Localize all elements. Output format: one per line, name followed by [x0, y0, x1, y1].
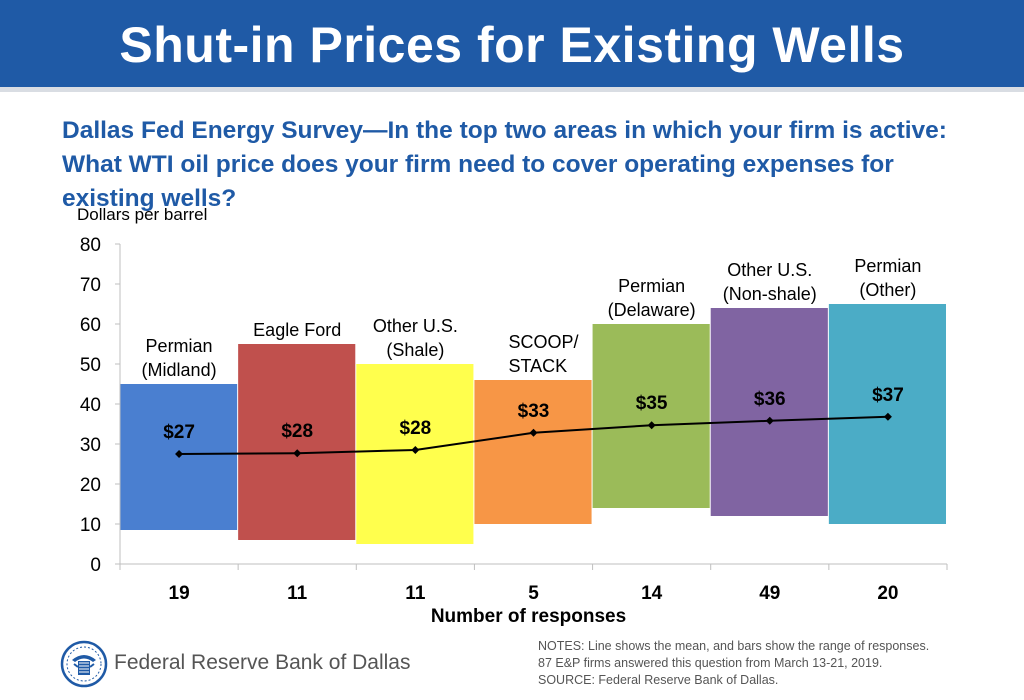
mean-value-label: $36	[754, 389, 786, 410]
mean-point	[529, 428, 538, 437]
category-label: (Shale)	[386, 340, 444, 360]
mean-point	[411, 446, 420, 454]
mean-value-label: $28	[400, 418, 432, 439]
range-bar	[356, 364, 474, 544]
response-count-label: 11	[287, 583, 308, 604]
notes-line: NOTES: Line shows the mean, and bars sho…	[538, 639, 930, 653]
y-axis-title: Dollars per barrel	[77, 205, 207, 224]
category-label: Permian	[618, 276, 685, 296]
mean-value-label: $35	[636, 393, 668, 414]
title-bar: Shut-in Prices for Existing Wells	[0, 0, 1024, 92]
mean-value-label: $37	[872, 385, 904, 406]
y-tick-label: 80	[80, 235, 101, 256]
category-label: Permian	[854, 256, 921, 276]
category-label: Permian	[146, 336, 213, 356]
response-count-label: 20	[877, 583, 898, 604]
response-count-label: 19	[169, 583, 190, 604]
mean-value-label: $28	[281, 421, 313, 442]
category-label: (Non-shale)	[723, 284, 817, 304]
mean-point	[647, 421, 656, 430]
category-label: (Other)	[859, 280, 916, 300]
range-bar	[474, 380, 592, 524]
category-label: Other U.S.	[727, 260, 812, 280]
range-bar	[592, 324, 710, 508]
y-tick-label: 60	[80, 315, 101, 336]
org-name: Federal Reserve Bank of Dallas	[114, 651, 411, 674]
range-bar	[238, 344, 356, 540]
category-label: SCOOP/	[509, 332, 579, 352]
y-tick-label: 10	[80, 515, 101, 536]
response-count-label: 11	[405, 583, 426, 604]
federal-reserve-seal-icon	[60, 640, 108, 688]
mean-point	[293, 449, 302, 458]
response-count-label: 5	[528, 583, 539, 604]
notes-line: SOURCE: Federal Reserve Bank of Dallas.	[538, 673, 779, 687]
chart-subtitle: Dallas Fed Energy Survey—In the top two …	[62, 117, 947, 212]
x-axis-title: Number of responses	[431, 606, 626, 627]
y-tick-label: 0	[90, 555, 101, 576]
category-label: Eagle Ford	[253, 320, 341, 340]
response-count-label: 14	[641, 583, 663, 604]
range-bar	[710, 308, 828, 516]
mean-value-label: $27	[163, 422, 195, 443]
mean-point	[175, 450, 184, 458]
y-tick-label: 20	[80, 475, 101, 496]
page-title: Shut-in Prices for Existing Wells	[119, 17, 905, 73]
chart-notes: NOTES: Line shows the mean, and bars sho…	[538, 638, 929, 689]
category-label: (Midland)	[142, 360, 217, 380]
y-tick-label: 40	[80, 395, 101, 416]
category-label: Other U.S.	[373, 316, 458, 336]
notes-line: 87 E&P firms answered this question from…	[538, 656, 883, 670]
y-tick-label: 50	[80, 355, 101, 376]
mean-value-label: $33	[518, 401, 550, 422]
mean-point	[883, 412, 892, 421]
category-label: (Delaware)	[608, 300, 696, 320]
category-label: STACK	[509, 356, 568, 376]
y-tick-label: 70	[80, 275, 101, 296]
mean-point	[765, 416, 774, 425]
y-tick-label: 30	[80, 435, 101, 456]
response-count-label: 49	[759, 583, 780, 604]
